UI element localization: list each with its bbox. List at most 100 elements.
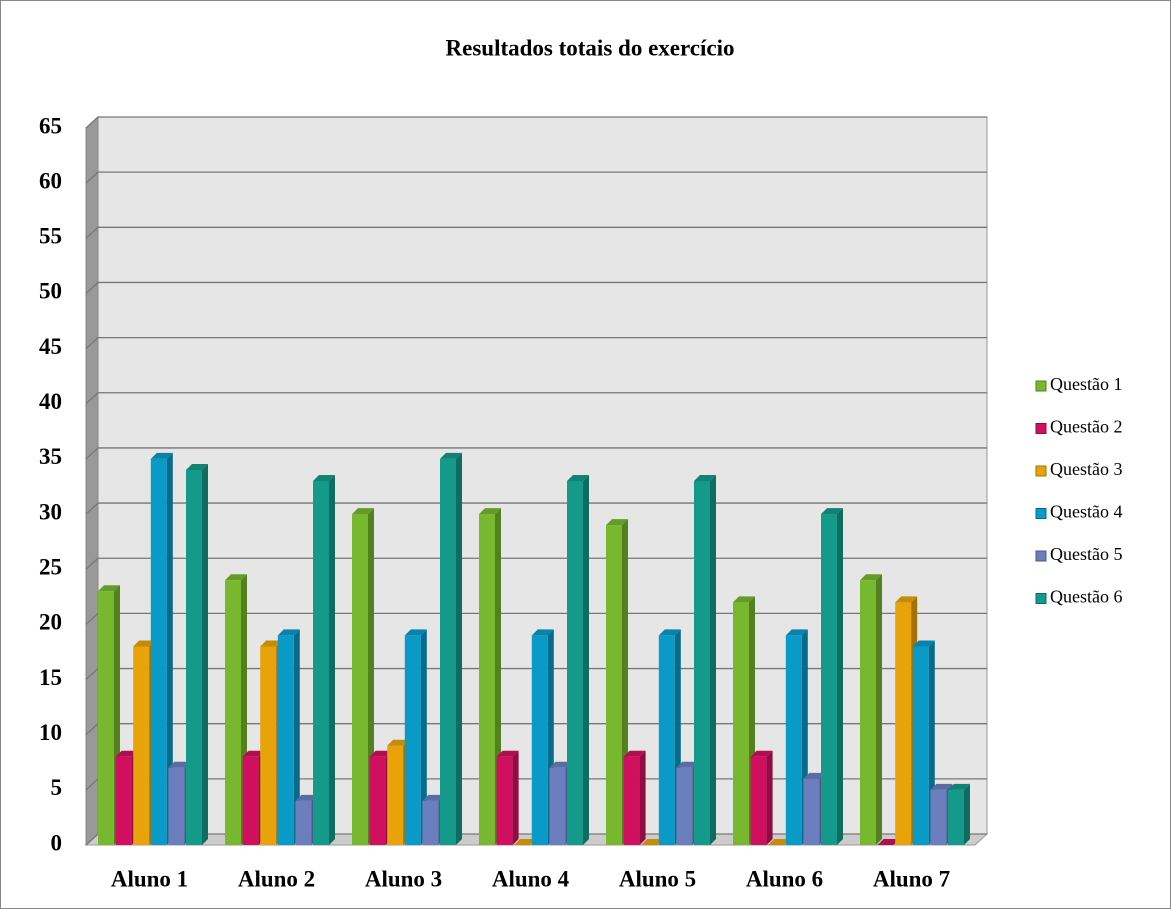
x-tick-label: Aluno 5 — [619, 866, 696, 891]
bar — [514, 839, 537, 845]
bar-front — [186, 469, 202, 845]
bar-top — [641, 839, 664, 845]
bar-top — [313, 474, 335, 481]
bar-front — [733, 602, 749, 845]
y-tick-label: 20 — [39, 610, 62, 635]
bar-front — [567, 480, 583, 845]
bar-top — [115, 750, 138, 757]
y-tick-label: 50 — [39, 279, 62, 304]
bar-top — [785, 629, 808, 636]
y-tick-label: 25 — [39, 555, 62, 580]
legend-label: Questão 3 — [1050, 459, 1122, 479]
bar-side — [710, 474, 716, 845]
bar — [313, 474, 335, 845]
bar-top — [860, 574, 882, 581]
grid-line — [85, 557, 987, 570]
bar-top — [98, 585, 120, 592]
y-tick-label: 40 — [39, 389, 62, 414]
bar-front — [260, 646, 277, 845]
x-tick-label: Aluno 1 — [111, 866, 188, 891]
grid-line — [85, 171, 987, 184]
bar-front — [168, 767, 185, 845]
legend-label: Questão 1 — [1050, 374, 1122, 394]
bar-top — [623, 750, 646, 757]
x-tick-label: Aluno 4 — [492, 866, 570, 891]
bar-side — [166, 452, 173, 845]
bar-top — [895, 596, 918, 603]
bar — [404, 629, 427, 845]
bar — [948, 783, 970, 845]
bar — [877, 839, 900, 845]
grid-line — [85, 502, 987, 515]
bar-front — [658, 635, 675, 845]
grid-line — [85, 226, 987, 239]
bar-front — [750, 756, 767, 845]
legend-label: Questão 6 — [1050, 587, 1122, 607]
bar-top — [514, 839, 537, 845]
y-tick-label: 0 — [51, 830, 63, 855]
x-tick-label: Aluno 6 — [746, 866, 823, 891]
bar-top — [948, 783, 970, 790]
bar-front — [785, 635, 802, 845]
legend-swatch — [1035, 465, 1047, 477]
bar — [623, 750, 646, 845]
bar-front — [277, 635, 294, 845]
bar-front — [133, 646, 150, 845]
bar-front — [676, 767, 693, 845]
bar-top — [733, 596, 755, 603]
bar — [186, 463, 208, 845]
legend-swatch — [1035, 423, 1047, 434]
bar-front — [803, 778, 820, 845]
bar-front — [352, 514, 368, 845]
bar-top — [133, 640, 156, 647]
bar-top — [549, 761, 572, 768]
bar-front — [225, 580, 241, 845]
bar-side — [202, 463, 208, 845]
bar-top — [750, 750, 773, 757]
bar — [277, 629, 300, 845]
bar-top — [440, 452, 462, 459]
x-tick-label: Aluno 7 — [873, 866, 950, 891]
bar-top — [694, 474, 716, 481]
bar — [694, 474, 716, 845]
bar-top — [225, 574, 247, 581]
bar-top — [369, 750, 392, 757]
bar-top — [422, 794, 445, 801]
y-tick-label: 45 — [39, 334, 62, 359]
bar — [768, 839, 791, 845]
bar — [750, 750, 773, 845]
bar — [440, 452, 462, 845]
legend-label: Questão 4 — [1050, 502, 1122, 522]
side-wall — [85, 115, 99, 847]
y-tick-label: 15 — [39, 665, 62, 690]
bar-top — [352, 508, 374, 515]
grid-line — [85, 447, 987, 460]
legend-swatch — [1035, 508, 1047, 519]
bar-side — [293, 629, 300, 845]
bar-top — [168, 761, 191, 768]
bar-top — [912, 640, 935, 647]
y-tick-label: 35 — [39, 444, 62, 469]
bar-top — [496, 750, 519, 757]
legend-label: Questão 2 — [1050, 417, 1122, 437]
bar-top — [242, 750, 265, 757]
bar-top — [676, 761, 699, 768]
y-tick-label: 65 — [39, 113, 62, 138]
bar-front — [895, 602, 912, 845]
bar-top — [186, 463, 208, 470]
bar — [641, 839, 664, 845]
bar — [860, 574, 882, 845]
bar — [658, 629, 681, 845]
grid-line — [85, 392, 987, 405]
bar-side — [420, 629, 427, 845]
bar — [352, 508, 374, 845]
chart-title: Resultados totais do exercício — [446, 35, 735, 60]
bar-front — [404, 635, 421, 845]
bar-top — [877, 839, 900, 845]
bar — [821, 508, 843, 845]
bar — [150, 452, 173, 845]
y-tick-label: 5 — [51, 775, 63, 800]
bar-front — [242, 756, 259, 845]
legend-swatch — [1035, 550, 1047, 562]
